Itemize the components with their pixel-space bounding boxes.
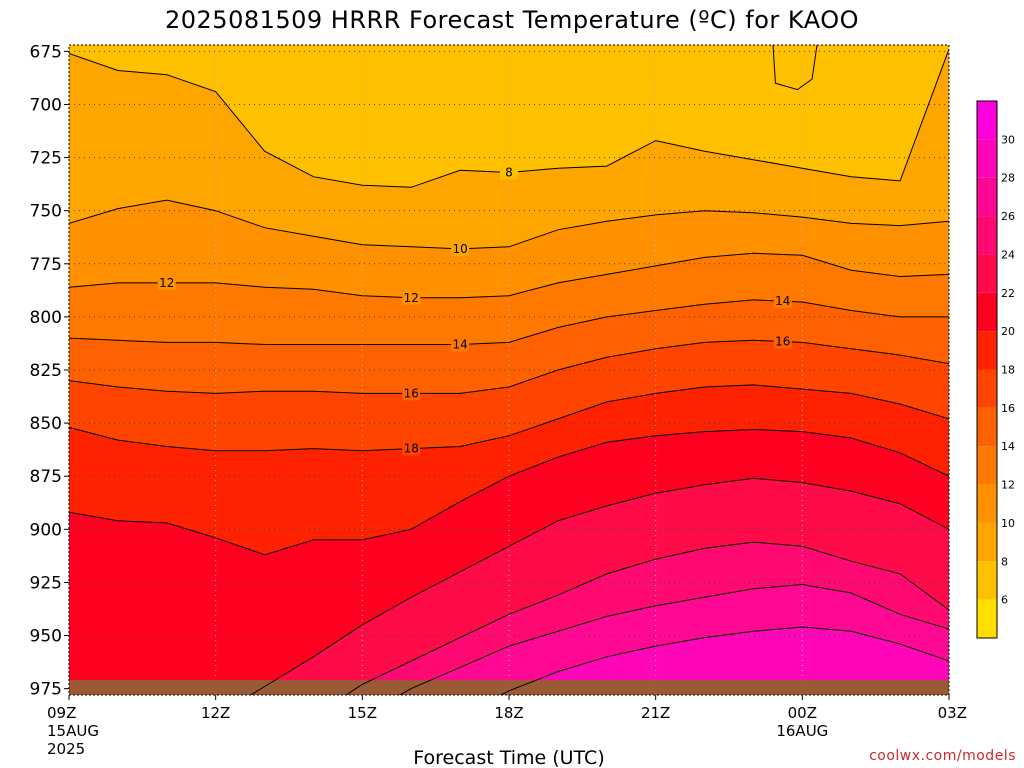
contour-label-14-0: 14 [452,338,467,352]
contour-line-20 [69,428,949,556]
y-tick-label-950: 950 [30,627,62,647]
contour-label-14-1: 14 [775,294,790,308]
y-tick-label-750: 750 [30,202,62,222]
y-tick-label-675: 675 [30,42,62,62]
colorbar-swatch-2 [977,522,997,562]
colorbar-tick-22: 22 [1001,287,1015,300]
contour-label-18-0: 18 [404,442,419,456]
ground-surface [69,680,949,695]
contour-line-14 [69,299,949,345]
contour-label-bg-16-1 [773,334,792,349]
contour-line-22 [249,477,949,695]
y-tick-label-875: 875 [30,467,62,487]
colorbar-swatch-1 [977,561,997,600]
colorbar-tick-26: 26 [1001,210,1015,223]
contour-line-12 [69,252,949,299]
colorbar-tick-16: 16 [1001,402,1015,415]
colorbar-swatch-10 [977,216,997,255]
x-tick-label-09Z: 09Z [47,704,76,722]
colorbar-tick-12: 12 [1001,479,1015,492]
y-tick-label-700: 700 [30,95,62,115]
x-tick-label-18Z: 18Z [494,704,523,722]
fill-band-below-8 [69,45,949,188]
y-tick-label-775: 775 [30,255,62,275]
contour-line-18 [69,384,949,452]
colorbar-tick-28: 28 [1001,172,1015,185]
y-tick-label-800: 800 [30,308,62,328]
contour-label-8-0: 8 [505,165,513,179]
contour-label-bg-16-0 [402,386,421,401]
x-axis-label: Forecast Time (UTC) [413,747,604,768]
colorbar-swatch-12 [977,139,997,178]
x-tick-label-21Z: 21Z [641,704,670,722]
colorbar-tick-6: 6 [1001,594,1008,607]
colorbar-swatch-0 [977,599,997,638]
contour-label-12-0: 12 [159,276,174,290]
contour-pocket-top [772,45,818,91]
colorbar-frame [976,100,998,639]
y-tick-label-925: 925 [30,573,62,593]
colorbar-tick-14: 14 [1001,440,1015,453]
fill-pocket-top [773,45,817,90]
contour-line-24 [345,541,949,695]
colorbar-tick-8: 8 [1001,555,1008,568]
colorbar-tick-10: 10 [1001,517,1015,530]
colorbar-legend: 6 8 10 12 14 16 18 20 22 24 26 28 30 [976,100,1015,639]
y-tick-label-725: 725 [30,149,62,169]
isotherm-contours [69,45,949,695]
contour-label-bg-14-0 [451,337,470,352]
colorbar-swatch-5 [977,407,997,447]
y-tick-label-825: 825 [30,361,62,381]
colorbar-swatch-6 [977,369,997,408]
contour-label-bg-10-0 [451,241,470,256]
x-tick-label-00Z: 00Z [788,704,817,722]
x-tick-year-09Z: 2025 [47,740,85,758]
contour-line-16 [69,339,949,394]
colorbar-tick-20: 20 [1001,325,1015,338]
x-tick-label-15Z: 15Z [348,704,377,722]
x-tick-label-12Z: 12Z [201,704,230,722]
colorbar-swatch-9 [977,254,997,293]
chart-title: 2025081509 HRRR Forecast Temperature (ºC… [165,6,859,34]
contour-line-10 [69,199,949,250]
contour-label-10-0: 10 [452,242,467,256]
x-tick-label-03Z: 03Z [938,704,967,722]
contour-label-bg-8-0 [500,165,518,180]
x-tick-sublabel-09Z: 15AUG [47,722,99,740]
colorbar-swatch-4 [977,446,997,485]
ground-band [69,680,949,695]
colorbar-swatch-8 [977,292,997,332]
colorbar-swatch-13 [977,101,997,140]
colorbar-tick-18: 18 [1001,364,1015,377]
y-tick-label-975: 975 [30,680,62,700]
contour-label-bg-14-1 [773,294,792,309]
y-tick-label-850: 850 [30,414,62,434]
contour-label-bg-18-0 [402,441,421,456]
temperature-fill-bands [69,45,949,695]
colorbar-tick-30: 30 [1001,133,1015,146]
colorbar-swatch-7 [977,331,997,370]
colorbar-tick-24: 24 [1001,248,1015,261]
y-tick-label-900: 900 [30,520,62,540]
credit-text: coolwx.com/models [869,748,1016,764]
x-tick-sublabel-00Z: 16AUG [776,722,828,740]
contour-label-12-1: 12 [404,291,419,305]
contour-label-16-1: 16 [775,335,790,349]
contour-label-16-0: 16 [404,386,419,400]
contour-line-26 [398,583,949,695]
colorbar-swatch-3 [977,484,997,523]
contour-label-bg-12-0 [157,275,176,290]
contour-labels: 8 10 12 12 14 14 16 16 18 [157,165,792,456]
colorbar-swatch-11 [977,177,997,217]
y-axis-pressure: 675 700 725 750 775 800 825 850 875 900 925 950 975 [30,42,69,700]
contour-label-bg-12-1 [402,290,421,305]
contour-line-28 [499,626,949,695]
